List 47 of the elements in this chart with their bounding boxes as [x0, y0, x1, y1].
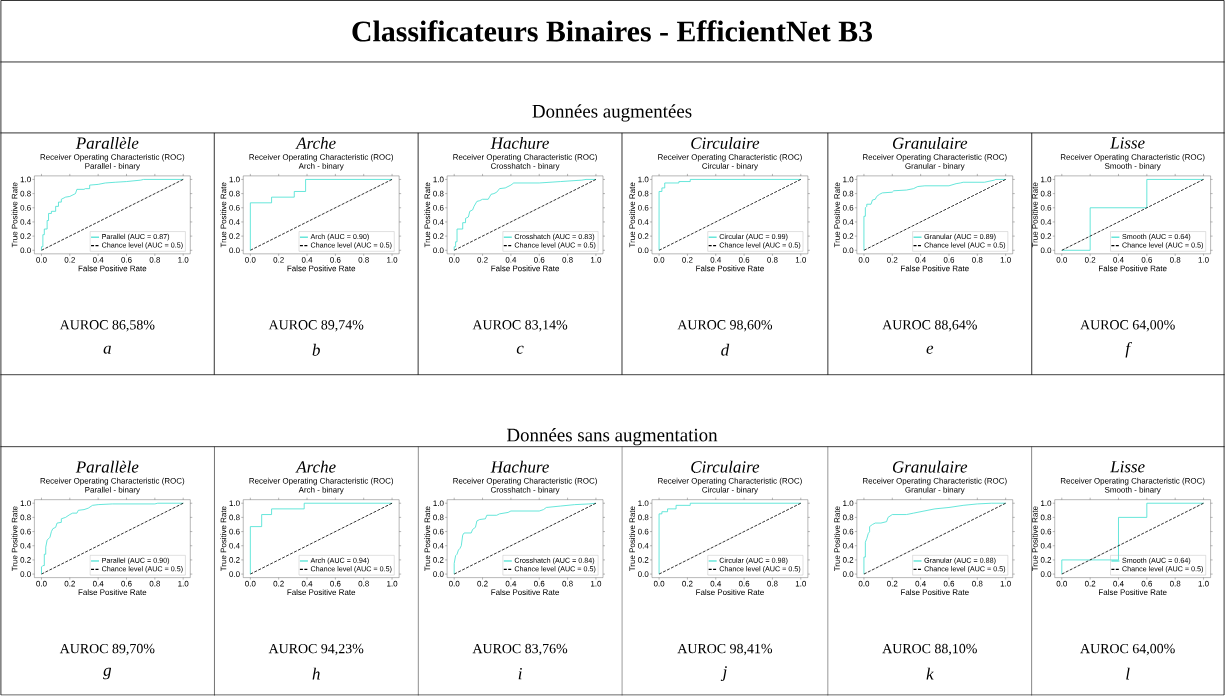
- text: b: [312, 343, 320, 356]
- line-series: [453, 502, 597, 575]
- line-series: [658, 179, 802, 251]
- text: Circulaire: [691, 136, 760, 149]
- text: AUROC 88,10%: [882, 643, 977, 656]
- text: e: [926, 345, 934, 354]
- text: AUROC 89,74%: [268, 320, 364, 332]
- line-series: [249, 179, 393, 251]
- text: g: [103, 667, 112, 680]
- text: k: [926, 667, 934, 680]
- text: Classificateurs Binaires - EfficientNet B3: [352, 20, 873, 42]
- text: AUROC 83,14%: [472, 320, 568, 332]
- text: Lisse: [1110, 137, 1145, 149]
- text: Données augmentées: [532, 104, 692, 122]
- text: Hachure: [490, 460, 549, 473]
- text: Arche: [295, 136, 336, 149]
- text: Lisse: [1110, 461, 1145, 473]
- text: AUROC 86,58%: [59, 320, 155, 332]
- text: AUROC 83,76%: [472, 643, 568, 656]
- text: d: [721, 343, 730, 356]
- line-series: [453, 179, 597, 251]
- line-series: [249, 502, 393, 575]
- text: a: [103, 345, 111, 354]
- text: Arche: [295, 460, 336, 473]
- text: AUROC 64,00%: [1080, 320, 1175, 332]
- text: h: [312, 667, 320, 680]
- line-series: [863, 179, 1007, 251]
- text: f: [1125, 342, 1132, 358]
- text: AUROC 89,70%: [59, 643, 155, 656]
- text: Hachure: [490, 136, 549, 149]
- text: Granulaire: [892, 136, 968, 149]
- text: i: [518, 667, 522, 680]
- text: AUROC 88,64%: [882, 320, 977, 332]
- text: AUROC 64,00%: [1080, 643, 1175, 656]
- text: AUROC 98,60%: [677, 320, 773, 332]
- text: j: [720, 666, 727, 681]
- text: Données sans augmentation: [506, 428, 718, 446]
- text: Parallèle: [75, 136, 139, 149]
- text: Granulaire: [892, 460, 968, 473]
- text: Parallèle: [75, 460, 139, 473]
- line-series: [1061, 502, 1204, 575]
- text: Circulaire: [691, 460, 760, 473]
- text: AUROC 94,23%: [268, 643, 364, 656]
- line-series: [658, 502, 802, 575]
- text: AUROC 98,41%: [677, 643, 773, 656]
- text: c: [516, 345, 524, 354]
- text: l: [1126, 667, 1130, 680]
